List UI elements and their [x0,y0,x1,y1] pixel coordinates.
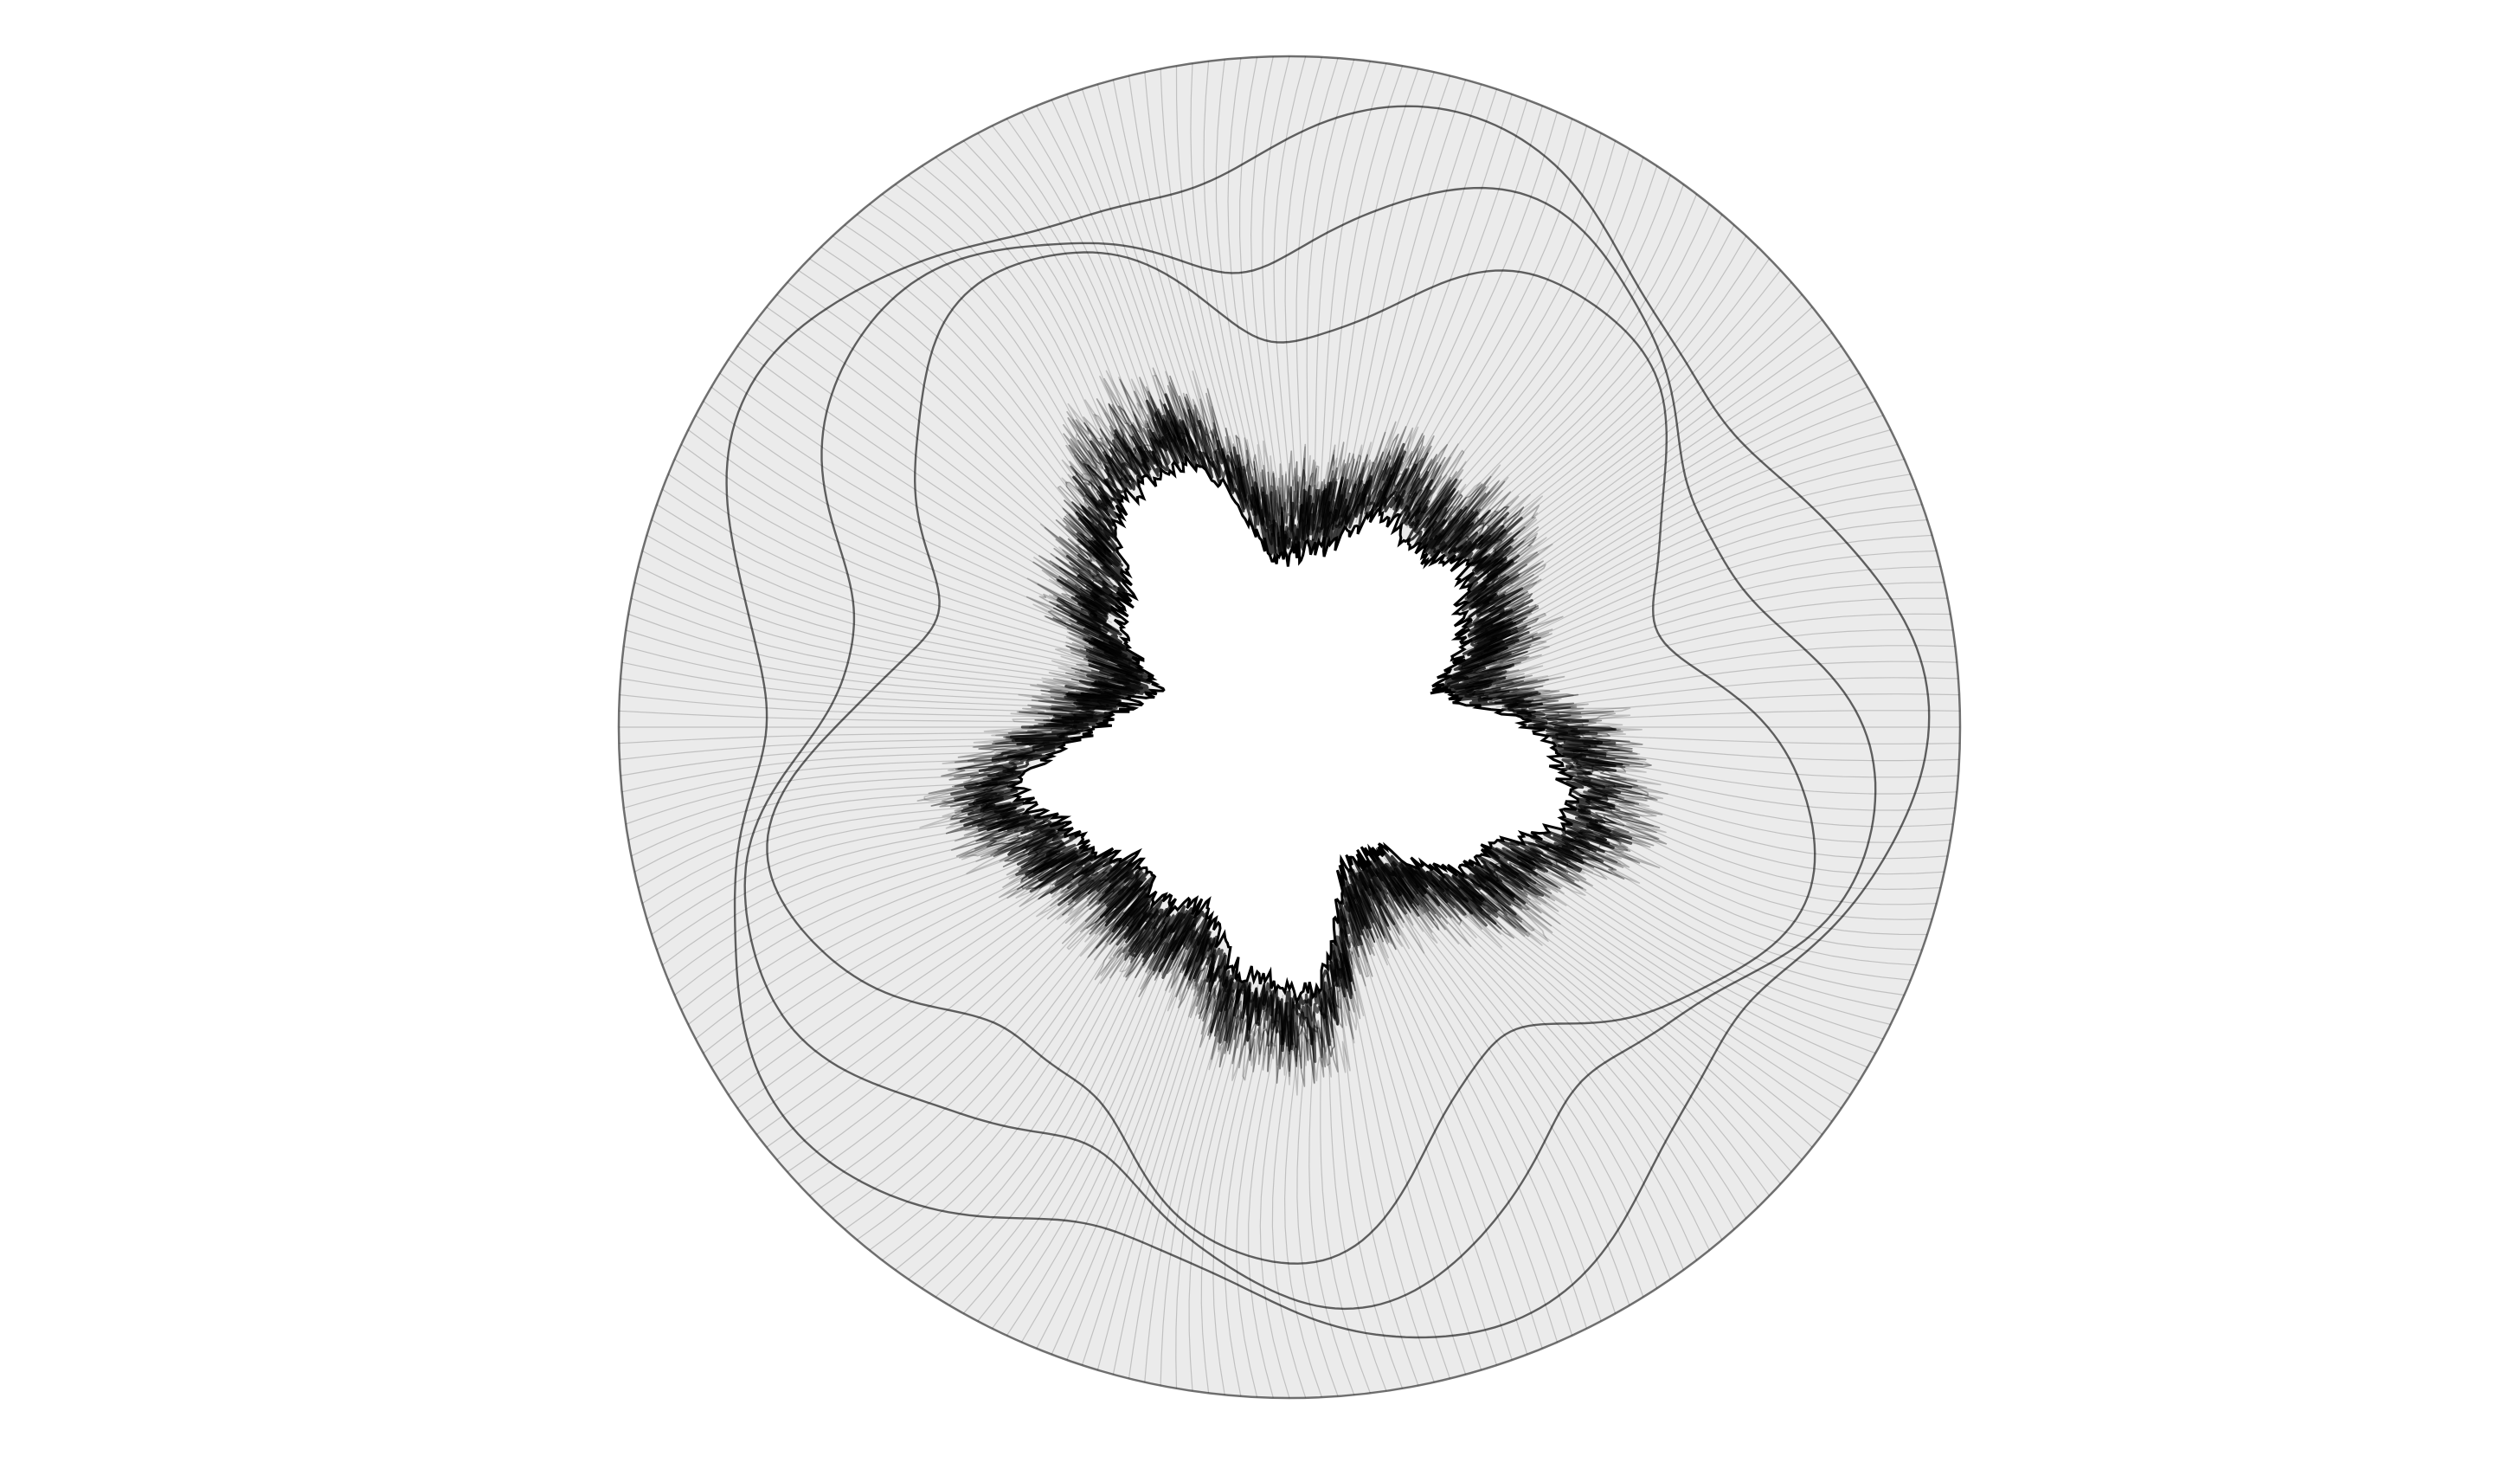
fractal-ring-artwork [0,0,2520,1482]
